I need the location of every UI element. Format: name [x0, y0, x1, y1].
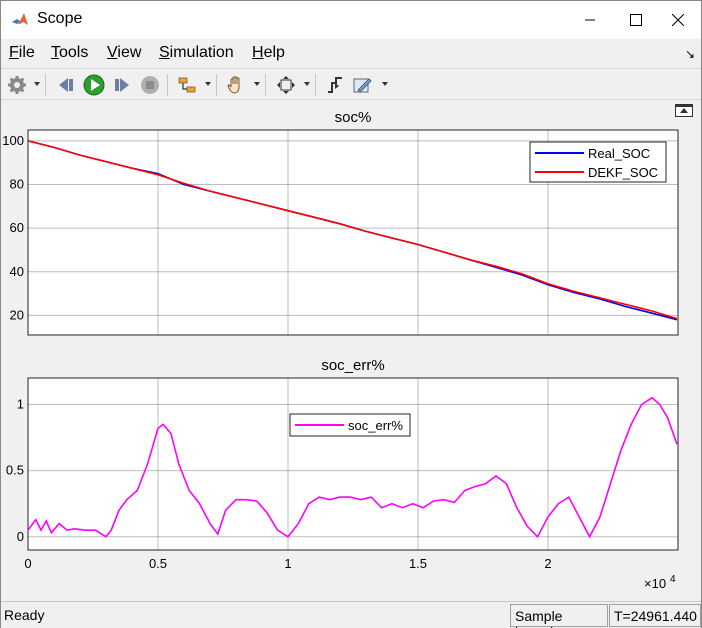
toolbar-separator [167, 74, 168, 96]
x-tick-label: 1.5 [409, 556, 427, 571]
stop-button[interactable] [138, 73, 162, 97]
legend-box [529, 141, 667, 183]
stop-icon [141, 76, 159, 94]
legend-entry: Real_SOC [588, 146, 650, 161]
pan-button[interactable] [224, 73, 248, 97]
axes-background [27, 377, 679, 551]
charts-canvas: soc%20406080100Real_SOCDEKF_SOCsoc_err%0… [2, 109, 679, 591]
close-button[interactable] [655, 1, 701, 39]
step-forward-icon [115, 78, 129, 92]
series-line [27, 140, 678, 320]
chart-title: soc_err% [321, 357, 384, 374]
signal-selector-button[interactable] [175, 73, 199, 97]
menu-file[interactable]: File [9, 44, 35, 61]
toolbar-separator [315, 74, 316, 96]
series-line [27, 396, 678, 539]
pan-dropdown-arrow[interactable] [254, 82, 260, 86]
zoom-fit-button[interactable] [274, 73, 298, 97]
style-button[interactable] [351, 73, 375, 97]
step-back-button[interactable] [54, 73, 78, 97]
y-tick-label: 1 [17, 396, 24, 411]
style-dropdown-arrow[interactable] [382, 82, 388, 86]
x-tick-label: 1 [284, 556, 291, 571]
triggers-icon [328, 77, 342, 93]
step-forward-button[interactable] [110, 73, 134, 97]
run-button[interactable] [82, 73, 106, 97]
x-exponent-power: 4 [670, 574, 676, 585]
y-tick-label: 0.5 [6, 463, 24, 478]
y-tick-label: 20 [10, 307, 24, 322]
pan-hand-icon [227, 76, 240, 94]
close-icon [672, 14, 684, 26]
signal-selector-icon [178, 77, 196, 93]
plot-area: soc% 20 40 60 80 100 Real_SOC DEKF_SOC soc_err% 0… [1, 101, 701, 599]
menu-bar: File Tools View Simulation Help ↘ [1, 41, 701, 67]
toolbar-separator [265, 74, 266, 96]
simulation-time-field: T=24961.440 [609, 604, 701, 627]
window-title: Scope [37, 10, 83, 27]
configuration-dropdown-arrow[interactable] [34, 82, 40, 86]
undock-icon[interactable] [675, 104, 693, 117]
matlab-logo-icon [12, 13, 28, 25]
y-tick-label: 100 [2, 133, 24, 148]
y-tick-label: 80 [10, 177, 24, 192]
sample-mode-field: Sample based [510, 604, 608, 628]
legend-entry: soc_err% [348, 418, 403, 433]
style-edit-icon [353, 78, 372, 93]
status-bar: Ready Sample based T=24961.440 [1, 601, 701, 628]
menu-tools[interactable]: Tools [51, 44, 89, 61]
x-tick-label: 0.5 [149, 556, 167, 571]
signal-selector-dropdown-arrow[interactable] [205, 82, 211, 86]
dock-arrow-icon[interactable]: ↘ [685, 47, 696, 61]
menu-simulation[interactable]: Simulation [159, 44, 234, 61]
menu-view[interactable]: View [107, 44, 142, 61]
title-bar[interactable]: Scope [1, 1, 701, 39]
gear-icon [8, 76, 26, 94]
maximize-icon [630, 14, 642, 26]
toolbar-separator [45, 74, 46, 96]
status-text: Ready [4, 607, 45, 623]
chart-title: soc% [335, 109, 372, 126]
toolbar-separator [216, 74, 217, 96]
x-tick-label: 0 [24, 556, 31, 571]
y-tick-label: 40 [10, 264, 24, 279]
zoom-fit-icon [277, 76, 295, 94]
x-tick-label: 2 [544, 556, 551, 571]
x-exponent-label: ×10 [644, 576, 666, 591]
menu-help[interactable]: Help [252, 44, 285, 61]
legend-entry: DEKF_SOC [588, 165, 658, 180]
minimize-button[interactable] [567, 1, 613, 39]
run-icon [83, 74, 105, 96]
legend-box [289, 413, 411, 437]
y-tick-label: 0 [17, 529, 24, 544]
toolbar [1, 68, 701, 100]
step-back-icon [59, 78, 73, 92]
zoom-fit-dropdown-arrow[interactable] [304, 82, 310, 86]
maximize-button[interactable] [613, 1, 659, 39]
configuration-button[interactable] [5, 73, 29, 97]
minimize-icon [585, 19, 595, 21]
triggers-button[interactable] [323, 73, 347, 97]
y-tick-label: 60 [10, 220, 24, 235]
